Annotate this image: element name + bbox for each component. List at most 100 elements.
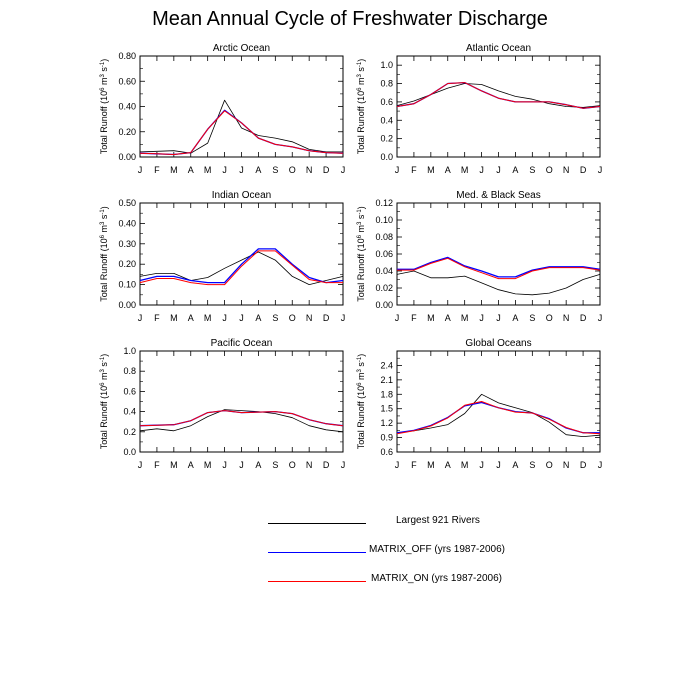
y-axis-label: Total Runoff (106 m3 s-1)	[99, 354, 109, 449]
y-tick-label: 0.8	[380, 79, 393, 89]
y-tick-label: 0.20	[118, 259, 136, 269]
x-tick-label: A	[188, 313, 194, 323]
x-tick-label: S	[272, 460, 278, 470]
x-tick-label: S	[272, 165, 278, 175]
y-tick-label: 0.20	[118, 127, 136, 137]
x-tick-label: M	[461, 165, 469, 175]
series-line-obs	[139, 251, 344, 286]
x-tick-label: J	[496, 165, 501, 175]
x-tick-label: J	[395, 313, 400, 323]
series-line-matrix-off	[139, 248, 344, 284]
y-tick-label: 0.40	[118, 218, 136, 228]
y-axis-label: Total Runoff (106 m3 s-1)	[356, 59, 366, 154]
x-tick-label: M	[204, 460, 212, 470]
legend-label-obs: Largest 921 Rivers	[396, 515, 480, 526]
series-line-matrix-on	[139, 250, 343, 286]
y-tick-label: 0.2	[380, 134, 393, 144]
plot-frame	[139, 55, 344, 158]
series-line-matrix-on	[397, 257, 601, 280]
y-tick-label: 0.4	[123, 407, 136, 417]
x-tick-label: J	[239, 313, 244, 323]
legend-line-matrix-off	[268, 552, 366, 553]
chart-title: Mean Annual Cycle of Freshwater Discharg…	[152, 8, 548, 30]
x-tick-label: M	[427, 313, 435, 323]
x-tick-label: M	[170, 313, 178, 323]
x-tick-label: J	[598, 460, 603, 470]
x-tick-label: D	[580, 460, 587, 470]
series-line-obs	[139, 99, 343, 154]
plot-frame	[139, 350, 344, 453]
y-tick-label: 1.0	[380, 60, 393, 70]
x-tick-label: N	[306, 165, 313, 175]
x-tick-label: S	[272, 313, 278, 323]
x-tick-label: J	[138, 313, 143, 323]
series-line-obs	[396, 83, 601, 108]
x-tick-label: J	[395, 460, 400, 470]
y-axis-label: Total Runoff (106 m3 s-1)	[356, 354, 366, 449]
x-tick-label: A	[512, 165, 518, 175]
y-tick-label: 0.0	[380, 152, 393, 162]
legend-item-matrix-on: MATRIX_ON (yrs 1987-2006)	[268, 572, 568, 590]
x-tick-label: J	[138, 460, 143, 470]
y-tick-label: 1.8	[380, 389, 393, 399]
x-tick-label: J	[598, 313, 603, 323]
series-line-obs	[396, 270, 601, 296]
x-tick-label: J	[598, 165, 603, 175]
y-tick-label: 1.5	[380, 404, 393, 414]
x-tick-label: O	[546, 165, 553, 175]
x-tick-label: F	[411, 460, 417, 470]
x-tick-label: O	[289, 313, 296, 323]
panel-title: Global Oceans	[465, 338, 531, 349]
x-tick-label: A	[255, 165, 261, 175]
y-tick-label: 0.12	[375, 198, 393, 208]
x-tick-label: A	[255, 460, 261, 470]
x-tick-label: F	[154, 460, 160, 470]
y-tick-label: 2.4	[380, 360, 393, 370]
x-tick-label: A	[512, 460, 518, 470]
x-tick-label: J	[479, 313, 484, 323]
panel-title: Atlantic Ocean	[466, 43, 531, 54]
x-tick-label: S	[529, 165, 535, 175]
y-tick-label: 0.40	[118, 102, 136, 112]
y-tick-label: 0.02	[375, 283, 393, 293]
x-tick-label: M	[204, 165, 212, 175]
x-tick-label: J	[496, 313, 501, 323]
x-tick-label: F	[154, 313, 160, 323]
y-axis-label: Total Runoff (106 m3 s-1)	[99, 59, 109, 154]
series-line-matrix-off	[397, 256, 601, 278]
legend-item-obs: Largest 921 Rivers	[268, 514, 568, 532]
y-tick-label: 0.6	[123, 386, 136, 396]
y-tick-label: 0.00	[118, 300, 136, 310]
x-tick-label: M	[204, 313, 212, 323]
y-tick-label: 0.6	[380, 447, 393, 457]
x-tick-label: N	[563, 313, 570, 323]
y-tick-label: 0.30	[118, 239, 136, 249]
x-tick-label: M	[170, 460, 178, 470]
x-tick-label: D	[323, 460, 330, 470]
y-tick-label: 0.04	[375, 266, 393, 276]
x-tick-label: M	[461, 460, 469, 470]
x-tick-label: M	[427, 165, 435, 175]
y-tick-label: 0.2	[123, 427, 136, 437]
x-tick-label: O	[546, 460, 553, 470]
x-tick-label: J	[138, 165, 143, 175]
y-tick-label: 0.50	[118, 198, 136, 208]
y-tick-label: 0.06	[375, 249, 393, 259]
y-axis-label: Total Runoff (106 m3 s-1)	[99, 206, 109, 301]
legend-label-matrix-off: MATRIX_OFF (yrs 1987-2006)	[369, 544, 505, 555]
x-tick-label: J	[341, 165, 346, 175]
series-line-matrix-on	[396, 401, 601, 435]
x-tick-label: A	[512, 313, 518, 323]
x-tick-label: N	[306, 313, 313, 323]
x-tick-label: A	[445, 313, 451, 323]
legend-line-obs	[268, 523, 366, 524]
legend-line-matrix-on	[268, 581, 366, 582]
x-tick-label: J	[341, 460, 346, 470]
y-tick-label: 0.00	[375, 300, 393, 310]
x-tick-label: M	[461, 313, 469, 323]
legend-item-matrix-off: MATRIX_OFF (yrs 1987-2006)	[268, 543, 568, 561]
x-tick-label: F	[411, 313, 417, 323]
